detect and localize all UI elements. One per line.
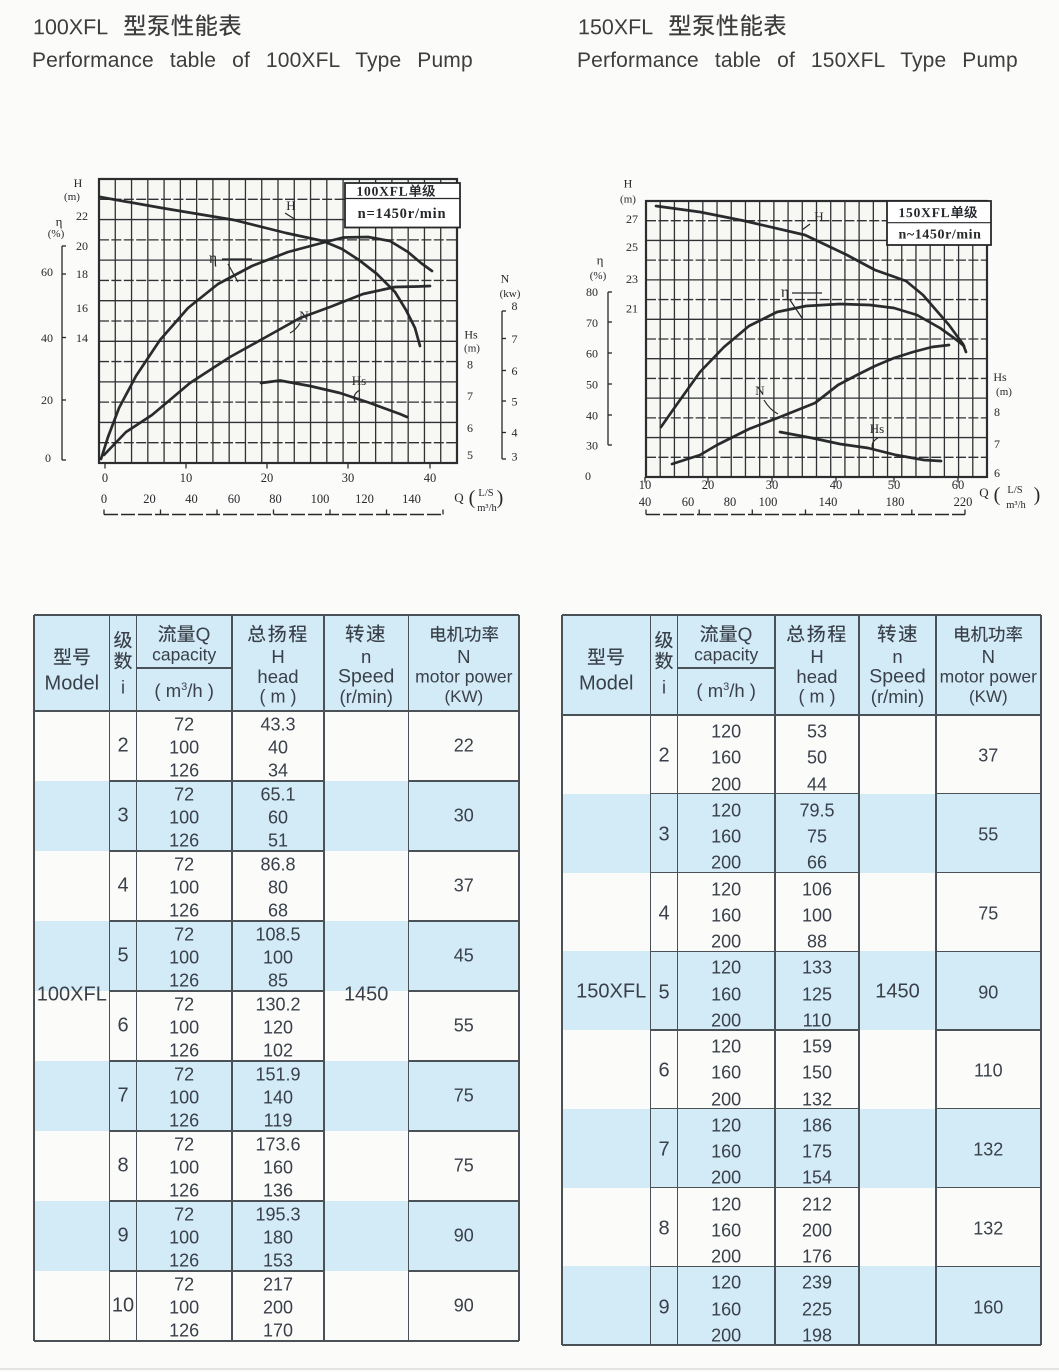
svg-text:0: 0 <box>102 471 108 485</box>
svg-text:140: 140 <box>402 492 421 506</box>
svg-text:27: 27 <box>626 212 638 226</box>
svg-text:η: η <box>209 250 217 267</box>
svg-text:L/S: L/S <box>1007 485 1022 496</box>
svg-text:N: N <box>299 308 309 323</box>
svg-text:20: 20 <box>143 492 156 506</box>
svg-text:η: η <box>56 214 63 229</box>
svg-text:80: 80 <box>269 492 282 506</box>
svg-text:Hs: Hs <box>352 373 366 388</box>
svg-text:0: 0 <box>585 469 591 483</box>
svg-text:6: 6 <box>467 421 473 435</box>
svg-text:5: 5 <box>512 395 518 409</box>
svg-text:(: ( <box>469 487 476 509</box>
svg-text:10: 10 <box>180 471 193 485</box>
svg-text:Q: Q <box>454 490 464 505</box>
svg-text:18: 18 <box>76 267 88 281</box>
svg-text:50: 50 <box>586 378 598 392</box>
svg-text:60: 60 <box>952 478 965 492</box>
svg-text:20: 20 <box>76 239 88 253</box>
svg-text:25: 25 <box>626 240 638 254</box>
svg-text:60: 60 <box>41 265 53 279</box>
svg-text:16: 16 <box>76 301 88 315</box>
svg-text:40: 40 <box>424 471 437 485</box>
svg-text:80: 80 <box>724 495 737 509</box>
svg-text:22: 22 <box>76 209 88 223</box>
svg-text:n~1450r/min: n~1450r/min <box>898 228 981 243</box>
svg-text:7: 7 <box>994 437 1000 451</box>
svg-text:30: 30 <box>586 439 598 453</box>
svg-text:(m): (m) <box>64 191 80 203</box>
svg-text:80: 80 <box>586 285 598 299</box>
svg-text:n=1450r/min: n=1450r/min <box>358 206 447 222</box>
svg-text:η: η <box>597 253 604 268</box>
svg-text:(%): (%) <box>48 228 65 240</box>
svg-text:40: 40 <box>185 492 198 506</box>
svg-text:100: 100 <box>759 495 778 509</box>
svg-text:(m): (m) <box>464 343 480 355</box>
svg-text:20: 20 <box>41 393 53 407</box>
svg-text:6: 6 <box>994 466 1000 480</box>
svg-text:10: 10 <box>639 478 652 492</box>
svg-text:120: 120 <box>355 492 374 506</box>
svg-text:Q: Q <box>979 485 989 500</box>
svg-text:20: 20 <box>261 471 274 485</box>
svg-text:η: η <box>781 284 789 301</box>
svg-text:(kw): (kw) <box>500 288 521 300</box>
svg-text:14: 14 <box>76 331 88 345</box>
svg-text:0: 0 <box>101 492 107 506</box>
svg-text:3: 3 <box>512 450 518 464</box>
svg-text:m³/h: m³/h <box>477 503 497 514</box>
svg-text:0: 0 <box>45 451 51 465</box>
svg-text:70: 70 <box>586 316 598 330</box>
svg-text:): ) <box>497 487 504 509</box>
svg-text:N: N <box>755 383 765 398</box>
svg-text:30: 30 <box>766 478 779 492</box>
svg-text:H: H <box>286 198 295 213</box>
svg-text:Hs: Hs <box>464 327 478 341</box>
svg-text:L/S: L/S <box>478 488 493 499</box>
svg-text:5: 5 <box>467 448 473 462</box>
svg-text:60: 60 <box>586 347 598 361</box>
svg-text:180: 180 <box>886 495 905 509</box>
svg-text:(m): (m) <box>620 194 636 206</box>
svg-text:20: 20 <box>702 478 715 492</box>
svg-text:): ) <box>1034 484 1041 506</box>
svg-text:220: 220 <box>954 495 973 509</box>
svg-text:(%): (%) <box>590 270 607 282</box>
svg-text:H: H <box>814 209 823 224</box>
svg-text:100: 100 <box>311 492 330 506</box>
svg-text:7: 7 <box>512 332 518 346</box>
svg-text:(m): (m) <box>996 386 1012 398</box>
svg-text:40: 40 <box>830 478 843 492</box>
svg-text:60: 60 <box>228 492 241 506</box>
svg-text:7: 7 <box>467 389 473 403</box>
svg-text:Hs: Hs <box>870 421 884 436</box>
svg-text:m³/h: m³/h <box>1006 500 1026 511</box>
svg-text:8: 8 <box>512 299 518 313</box>
svg-text:H: H <box>624 177 633 191</box>
svg-text:6: 6 <box>512 364 518 378</box>
svg-text:N: N <box>501 272 510 286</box>
svg-text:40: 40 <box>639 495 652 509</box>
svg-text:21: 21 <box>626 302 638 316</box>
svg-text:40: 40 <box>41 331 53 345</box>
svg-text:60: 60 <box>682 495 695 509</box>
svg-text:140: 140 <box>819 495 838 509</box>
svg-text:8: 8 <box>994 405 1000 419</box>
svg-text:23: 23 <box>626 272 638 286</box>
svg-text:50: 50 <box>888 478 901 492</box>
svg-text:(: ( <box>994 484 1001 506</box>
svg-text:40: 40 <box>586 409 598 423</box>
svg-text:H: H <box>74 176 83 190</box>
svg-text:8: 8 <box>467 358 473 372</box>
svg-text:Hs: Hs <box>993 370 1007 384</box>
svg-text:30: 30 <box>342 471 355 485</box>
svg-text:4: 4 <box>512 426 518 440</box>
